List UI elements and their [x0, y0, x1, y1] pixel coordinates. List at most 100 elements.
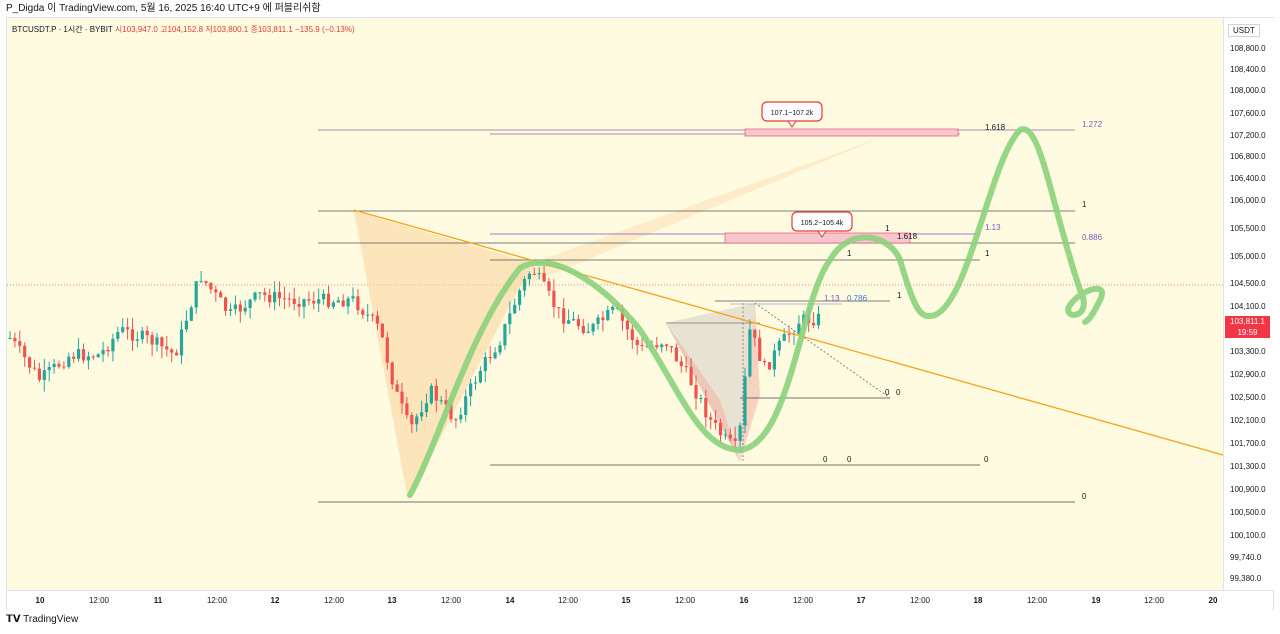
- candle-body: [767, 362, 772, 370]
- price-label-upper-pointer: [787, 120, 797, 128]
- candle-body: [478, 370, 482, 383]
- candle-body: [782, 334, 786, 341]
- candle-body: [140, 330, 144, 340]
- x-tick-label: 16: [740, 596, 749, 605]
- candle-body: [184, 320, 188, 330]
- candle-body: [812, 322, 816, 326]
- fib-level-label: 1.272: [1082, 120, 1103, 129]
- candle-body: [576, 319, 580, 327]
- fib-level-label: 1.618: [985, 123, 1006, 132]
- currency-button[interactable]: USDT: [1228, 24, 1260, 37]
- y-tick-label: 101,700.0: [1230, 439, 1266, 448]
- candle-body: [248, 299, 252, 308]
- candle-body: [165, 346, 169, 350]
- candle-body: [424, 403, 429, 413]
- change-value: −135.9 (−0.13%): [295, 25, 355, 34]
- candle-body: [674, 347, 678, 362]
- fib-level-label: 0: [847, 455, 852, 464]
- candle-body: [567, 320, 571, 324]
- candle-body: [307, 299, 311, 301]
- candle-body: [336, 300, 340, 303]
- x-tick-label: 19: [1092, 596, 1101, 605]
- candle-body: [341, 300, 345, 307]
- candle-body: [591, 323, 595, 332]
- fib-level-label: 0: [984, 455, 989, 464]
- candle-body: [81, 349, 86, 361]
- y-tick-label: 108,800.0: [1230, 44, 1266, 53]
- x-tick-label: 12:00: [324, 596, 345, 605]
- candle-body: [233, 304, 237, 310]
- x-tick-label: 12:00: [207, 596, 228, 605]
- candle-body: [503, 324, 507, 346]
- candle-body: [209, 282, 213, 290]
- candle-body: [581, 326, 585, 333]
- candle-body: [630, 329, 634, 341]
- candle-body: [518, 290, 522, 305]
- candle-body: [317, 299, 321, 304]
- candle-body: [606, 310, 610, 321]
- candle-body: [273, 292, 277, 303]
- y-tick-label: 108,400.0: [1230, 65, 1266, 74]
- y-tick-label: 102,500.0: [1230, 393, 1266, 402]
- price-label-lower: 105.2~105.4k: [801, 220, 844, 227]
- close-value: 종103,811.1: [250, 25, 293, 34]
- candle-body: [469, 383, 473, 397]
- candle-body: [787, 334, 791, 336]
- candle-body: [797, 323, 801, 334]
- candle-body: [371, 314, 375, 316]
- candle-body: [326, 293, 331, 307]
- candle-body: [508, 313, 512, 325]
- price-label-upper: 107.1~107.2k: [771, 110, 814, 117]
- x-tick-label: 17: [857, 596, 866, 605]
- candle-body: [361, 310, 365, 315]
- candle-body: [351, 296, 355, 299]
- candle-body: [699, 398, 703, 400]
- candle-body: [32, 367, 37, 369]
- candle-body: [375, 315, 380, 324]
- candle-body: [400, 391, 404, 404]
- x-tick-label: 12:00: [675, 596, 696, 605]
- candle-body: [454, 419, 458, 421]
- candle-body: [738, 425, 742, 441]
- fib-level-label: 1: [897, 291, 902, 300]
- candle-body: [238, 304, 242, 312]
- fib-level-label: 0: [896, 388, 901, 397]
- y-tick-label: 100,100.0: [1230, 531, 1266, 540]
- fib-level-label: 1.13: [824, 294, 840, 303]
- candle-body: [52, 363, 56, 368]
- x-tick-label: 10: [36, 596, 45, 605]
- candle-body: [542, 273, 546, 282]
- candle-body: [302, 299, 306, 307]
- candle-body: [199, 281, 203, 283]
- x-tick-label: 14: [506, 596, 515, 605]
- fib-level-label: 1.618: [897, 232, 918, 241]
- candle-body: [694, 385, 698, 399]
- y-tick-label: 108,000.0: [1230, 86, 1266, 95]
- candle-body: [733, 438, 737, 441]
- x-tick-label: 12:00: [1027, 596, 1048, 605]
- candle-body: [37, 368, 41, 381]
- candle-body: [571, 319, 576, 321]
- candle-body: [660, 344, 664, 348]
- candle-body: [488, 357, 492, 359]
- candle-body: [214, 289, 218, 293]
- scenario-projection-path: [407, 126, 1105, 498]
- y-tick-label: 99,740.0: [1230, 553, 1262, 562]
- x-tick-label: 12:00: [793, 596, 814, 605]
- candle-body: [552, 290, 556, 308]
- y-tick-label: 106,400.0: [1230, 174, 1266, 183]
- candle-body: [268, 294, 272, 303]
- price-axis[interactable]: [1223, 18, 1274, 590]
- time-axis[interactable]: [7, 590, 1273, 610]
- candle-body: [258, 292, 262, 294]
- x-tick-label: 12:00: [441, 596, 462, 605]
- y-tick-label: 103,300.0: [1230, 347, 1266, 356]
- tradingview-logo-icon: 𝗧𝗩: [6, 614, 21, 625]
- fib-level-label: 0: [885, 388, 890, 397]
- candle-body: [532, 273, 536, 275]
- candle-body: [228, 309, 233, 311]
- candle-body: [464, 396, 468, 415]
- candle-body: [47, 367, 51, 371]
- candle-body: [459, 414, 463, 420]
